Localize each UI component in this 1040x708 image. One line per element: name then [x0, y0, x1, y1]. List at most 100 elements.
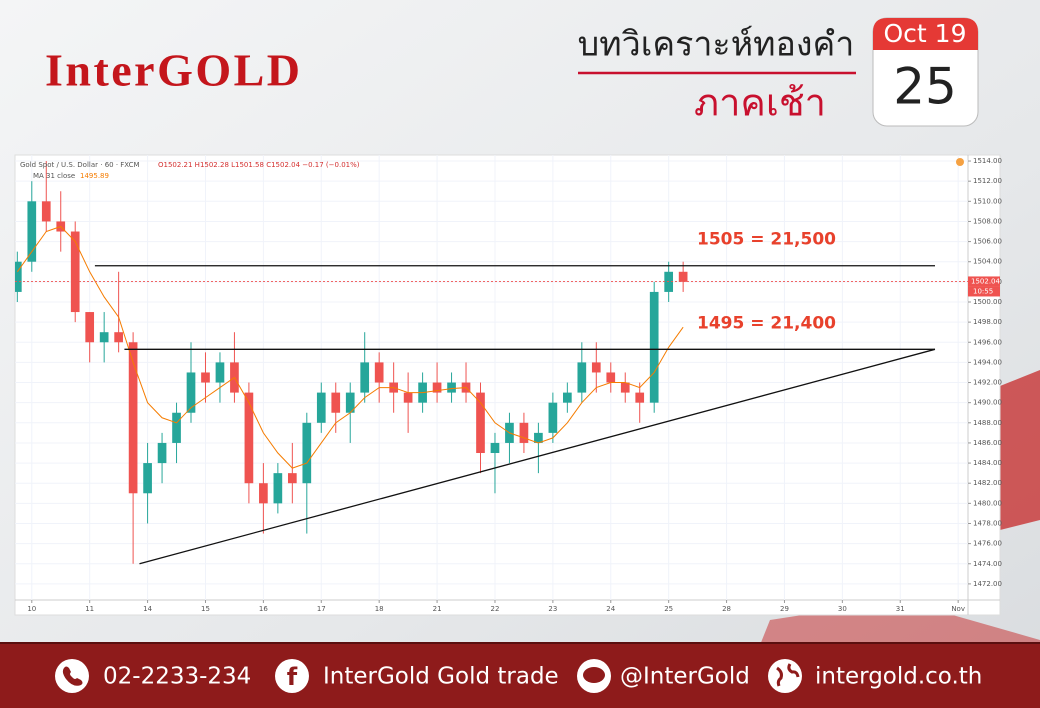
candle-body: [331, 392, 341, 413]
candle-body: [678, 271, 688, 282]
line-glyph: [583, 667, 605, 683]
y-tick-label: 1480.00: [973, 499, 1002, 507]
y-tick-label: 1478.00: [973, 519, 1002, 527]
candle-body: [447, 382, 456, 393]
candle-body: [476, 392, 485, 454]
y-tick-label: 1512.00: [973, 177, 1002, 185]
x-tick-label: 16: [259, 605, 268, 613]
calendar-day: 25: [893, 58, 957, 116]
y-tick-label: 1498.00: [973, 318, 1002, 326]
candle-body: [591, 362, 601, 373]
candle-body: [403, 392, 413, 403]
x-tick-label: 15: [201, 605, 210, 613]
calendar-month: Oct 19: [884, 19, 967, 48]
x-tick-label: 24: [606, 605, 615, 613]
candle-body: [27, 201, 37, 262]
last-price-box: [968, 276, 1000, 287]
candle-body: [215, 362, 225, 383]
y-tick-label: 1496.00: [973, 338, 1002, 346]
calendar-top: [873, 18, 978, 50]
calendar: Oct 19 25: [872, 17, 979, 127]
decor: [990, 370, 1040, 530]
candle-body: [620, 382, 630, 393]
symbol: Gold Spot / U.S. Dollar · 60 · FXCM: [20, 161, 140, 169]
phone-icon: [55, 659, 89, 693]
y-tick-label: 1508.00: [973, 217, 1002, 225]
candle-body: [302, 422, 312, 484]
x-tick-label: 22: [491, 605, 500, 613]
candle-body: [360, 362, 370, 393]
candle-body: [432, 382, 442, 393]
candle-body: [70, 231, 80, 313]
website[interactable]: intergold.co.th: [815, 664, 982, 690]
ma-line: [16, 225, 684, 469]
candle-body: [287, 473, 297, 484]
trend-line: [139, 348, 936, 565]
y-tick-label: 1472.00: [973, 580, 1002, 588]
candle-body: [259, 483, 268, 504]
y-tick-label: 1482.00: [973, 479, 1002, 487]
x-tick-label: 31: [896, 605, 905, 613]
y-tick-label: 1494.00: [973, 358, 1002, 366]
x-tick-label: 21: [433, 605, 442, 613]
y-tick-label: 1506.00: [973, 238, 1002, 246]
candle-body: [606, 372, 616, 383]
x-tick-label: 25: [664, 605, 673, 613]
y-tick-label: 1476.00: [973, 540, 1002, 548]
candle-body: [128, 342, 138, 494]
ma-last: 1495.89: [80, 172, 109, 180]
y-tick-label: 1474.00: [973, 560, 1002, 568]
facebook-glyph: f: [287, 663, 298, 691]
x-tick-label: Nov: [951, 605, 965, 613]
y-tick-label: 1486.00: [973, 439, 1002, 447]
candle-body: [577, 362, 587, 393]
candle-body: [316, 392, 326, 423]
candle-body: [345, 392, 355, 413]
x-tick-label: 11: [85, 605, 94, 613]
candle-body: [114, 332, 123, 343]
y-tick-label: 1510.00: [973, 197, 1002, 205]
level-label: 1505 = 21,500: [697, 230, 836, 250]
status-dot: [956, 158, 964, 166]
line-id[interactable]: @InterGold: [620, 664, 750, 690]
candle-body: [635, 392, 645, 403]
candle-body: [15, 261, 22, 292]
y-tick-label: 1504.00: [973, 258, 1002, 266]
candle-body: [664, 271, 674, 292]
candle-body: [649, 291, 659, 403]
x-tick-label: 10: [27, 605, 36, 613]
candle-body: [99, 332, 109, 343]
x-tick-label: 14: [143, 605, 152, 613]
y-tick-label: 1492.00: [973, 379, 1002, 387]
candle-body: [172, 412, 181, 443]
globe-icon: [768, 659, 802, 693]
candle-body: [534, 432, 543, 443]
x-tick-label: 23: [548, 605, 557, 613]
phone[interactable]: 02-2233-234: [103, 664, 251, 690]
x-tick-label: 17: [317, 605, 326, 613]
x-tick-label: 18: [375, 605, 384, 613]
candle-body: [273, 473, 283, 504]
y-tick-label: 1488.00: [973, 419, 1002, 427]
candle-body: [157, 442, 167, 464]
y-tick-label: 1490.00: [973, 399, 1002, 407]
candle-body: [374, 362, 384, 383]
candle-body: [490, 442, 500, 454]
subtitle: ภาคเช้า: [694, 81, 826, 125]
x-tick-label: 29: [780, 605, 789, 613]
logo: InterGOLD: [45, 45, 300, 96]
y-tick-label: 1484.00: [973, 459, 1002, 467]
last-time-box: [968, 286, 1000, 297]
facebook[interactable]: InterGold Gold trade: [323, 664, 559, 690]
candle-body: [563, 392, 572, 403]
facebook-icon: [275, 659, 309, 693]
last-time-label: 10:55: [973, 287, 993, 295]
x-tick-label: 28: [722, 605, 731, 613]
candle-body: [41, 201, 51, 222]
candle-body: [143, 463, 152, 494]
candle-body: [85, 312, 95, 343]
phone-glyph: [62, 666, 83, 686]
ma-label: MA 31 close: [33, 172, 75, 180]
candle-body: [519, 422, 529, 443]
